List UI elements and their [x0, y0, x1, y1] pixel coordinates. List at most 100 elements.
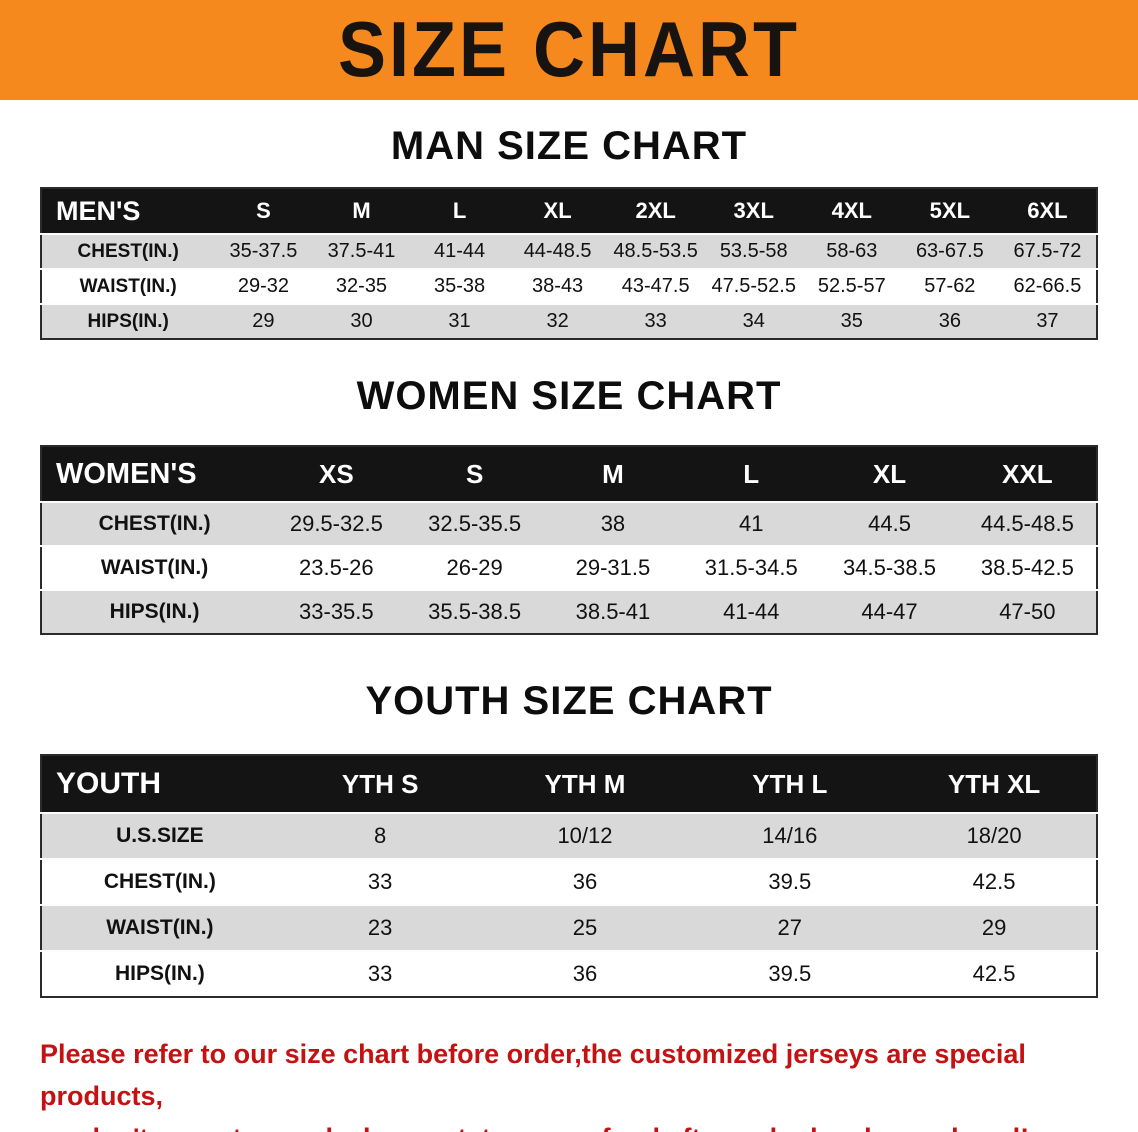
men-value-cell: 31 [410, 303, 509, 339]
men-value-cell: 43-47.5 [606, 268, 705, 304]
men-value-cell: 63-67.5 [900, 233, 999, 269]
men-value-cell: 53.5-58 [704, 233, 803, 269]
men-data-row: CHEST(IN.) 35-37.5 37.5-41 41-44 44-48.5 48.5… [41, 233, 1097, 269]
men-value-cell: 57-62 [900, 268, 999, 304]
women-value-cell: 47-50 [958, 589, 1097, 634]
women-size-header: XL [872, 458, 907, 489]
women-value-cell: 41 [682, 501, 821, 546]
men-value-cell: 36 [900, 303, 999, 339]
youth-size-header: YTH S [341, 768, 419, 799]
men-data-row: HIPS(IN.) 29 30 31 32 33 34 35 36 37 [41, 303, 1097, 339]
women-value-cell: 32.5-35.5 [405, 501, 544, 546]
youth-value-cell: 14/16 [687, 812, 893, 859]
men-value-cell: 62-66.5 [998, 268, 1097, 304]
men-size-header: 6XL [1027, 198, 1068, 223]
women-row-label: CHEST(IN.) [41, 501, 268, 546]
women-size-table: WOMEN'S XS S M L XL XXL CHEST(IN.) 29.5-32.5 32.5… [40, 445, 1098, 635]
women-data-row: CHEST(IN.) 29.5-32.5 32.5-35.5 38 41 44.5 44.5… [41, 501, 1097, 546]
women-value-cell: 41-44 [682, 589, 821, 634]
youth-section: YOUTH SIZE CHART YOUTH YTH S YTH M YTH L YTH… [0, 679, 1138, 998]
order-policy-note: Please refer to our size chart before or… [40, 1034, 1098, 1132]
men-size-header: XL [543, 198, 572, 223]
men-value-cell: 30 [312, 303, 411, 339]
women-header-row: WOMEN'S XS S M L XL XXL [41, 446, 1097, 502]
men-value-cell: 58-63 [802, 233, 901, 269]
women-value-cell: 35.5-38.5 [405, 589, 544, 634]
men-value-cell: 33 [606, 303, 705, 339]
men-value-cell: 37 [998, 303, 1097, 339]
youth-data-row: CHEST(IN.) 33 36 39.5 42.5 [41, 858, 1097, 905]
men-table-label: MEN'S [56, 195, 141, 226]
men-size-header: 3XL [733, 198, 774, 223]
men-size-header: M [352, 198, 371, 223]
men-heading: MAN SIZE CHART [390, 124, 748, 168]
women-section: WOMEN SIZE CHART WOMEN'S XS S M L XL XXL CHEST(… [0, 374, 1138, 635]
men-size-header: 5XL [929, 198, 971, 223]
women-data-row: HIPS(IN.) 33-35.5 35.5-38.5 38.5-41 41-44 44-… [41, 589, 1097, 634]
women-value-cell: 33-35.5 [267, 589, 406, 634]
men-value-cell: 44-48.5 [508, 233, 607, 269]
men-value-cell: 41-44 [410, 233, 509, 269]
youth-value-cell: 10/12 [482, 812, 688, 859]
women-size-header: XS [318, 458, 354, 489]
men-row-label: HIPS(IN.) [41, 303, 215, 339]
youth-data-row: U.S.SIZE 8 10/12 14/16 18/20 [41, 812, 1097, 859]
note-line-2: we don't accept cancel, change, teturn o… [40, 1118, 1098, 1132]
women-heading: WOMEN SIZE CHART [356, 374, 782, 418]
youth-value-cell: 27 [687, 904, 893, 951]
women-size-header: S [465, 458, 484, 489]
men-row-label: CHEST(IN.) [41, 233, 215, 269]
youth-data-row: WAIST(IN.) 23 25 27 29 [41, 904, 1097, 951]
women-value-cell: 44.5 [820, 501, 959, 546]
women-value-cell: 44-47 [820, 589, 959, 634]
youth-value-cell: 39.5 [687, 858, 893, 905]
men-size-header: S [256, 198, 271, 223]
men-value-cell: 32 [508, 303, 607, 339]
men-value-cell: 47.5-52.5 [704, 268, 803, 304]
men-size-header: 2XL [635, 198, 676, 223]
youth-size-header: YTH M [544, 768, 626, 799]
women-size-header: M [602, 458, 624, 489]
youth-value-cell: 8 [277, 812, 483, 859]
women-value-cell: 34.5-38.5 [820, 545, 959, 590]
women-row-label: WAIST(IN.) [41, 545, 268, 590]
men-value-cell: 29 [214, 303, 313, 339]
men-value-cell: 67.5-72 [998, 233, 1097, 269]
women-table-label: WOMEN'S [56, 457, 197, 490]
men-size-header: L [452, 198, 467, 223]
men-value-cell: 29-32 [214, 268, 313, 304]
men-row-label: WAIST(IN.) [41, 268, 215, 304]
youth-row-label: WAIST(IN.) [41, 904, 278, 951]
women-value-cell: 44.5-48.5 [958, 501, 1097, 546]
women-size-header: L [743, 458, 760, 489]
women-data-row: WAIST(IN.) 23.5-26 26-29 29-31.5 31.5-34.5 34… [41, 545, 1097, 590]
youth-row-label: CHEST(IN.) [41, 858, 278, 905]
men-value-cell: 35 [802, 303, 901, 339]
men-section: MAN SIZE CHART MEN'S S M L XL 2XL 3XL 4XL 5XL 6XL… [0, 124, 1138, 340]
men-value-cell: 35-38 [410, 268, 509, 304]
youth-size-table: YOUTH YTH S YTH M YTH L YTH XL U.S.SIZE 8 10/12… [40, 754, 1098, 998]
youth-header-row: YOUTH YTH S YTH M YTH L YTH XL [41, 755, 1097, 813]
men-value-cell: 37.5-41 [312, 233, 411, 269]
youth-value-cell: 42.5 [892, 950, 1097, 997]
youth-value-cell: 23 [277, 904, 483, 951]
men-size-header: 4XL [831, 198, 872, 223]
youth-value-cell: 39.5 [687, 950, 893, 997]
youth-value-cell: 36 [482, 858, 688, 905]
women-value-cell: 29-31.5 [543, 545, 683, 590]
youth-data-row: HIPS(IN.) 33 36 39.5 42.5 [41, 950, 1097, 997]
women-size-header: XXL [1002, 458, 1053, 489]
youth-size-header: YTH L [752, 768, 828, 799]
youth-row-label: U.S.SIZE [41, 812, 278, 859]
banner: SIZE CHART [0, 0, 1138, 100]
men-value-cell: 32-35 [312, 268, 411, 304]
women-value-cell: 31.5-34.5 [682, 545, 821, 590]
youth-table-label: YOUTH [56, 767, 161, 800]
women-value-cell: 38 [543, 501, 683, 546]
men-value-cell: 35-37.5 [214, 233, 313, 269]
men-header-row: MEN'S S M L XL 2XL 3XL 4XL 5XL 6XL [41, 188, 1097, 234]
women-row-label: HIPS(IN.) [41, 589, 268, 634]
men-value-cell: 48.5-53.5 [606, 233, 705, 269]
women-value-cell: 23.5-26 [267, 545, 406, 590]
